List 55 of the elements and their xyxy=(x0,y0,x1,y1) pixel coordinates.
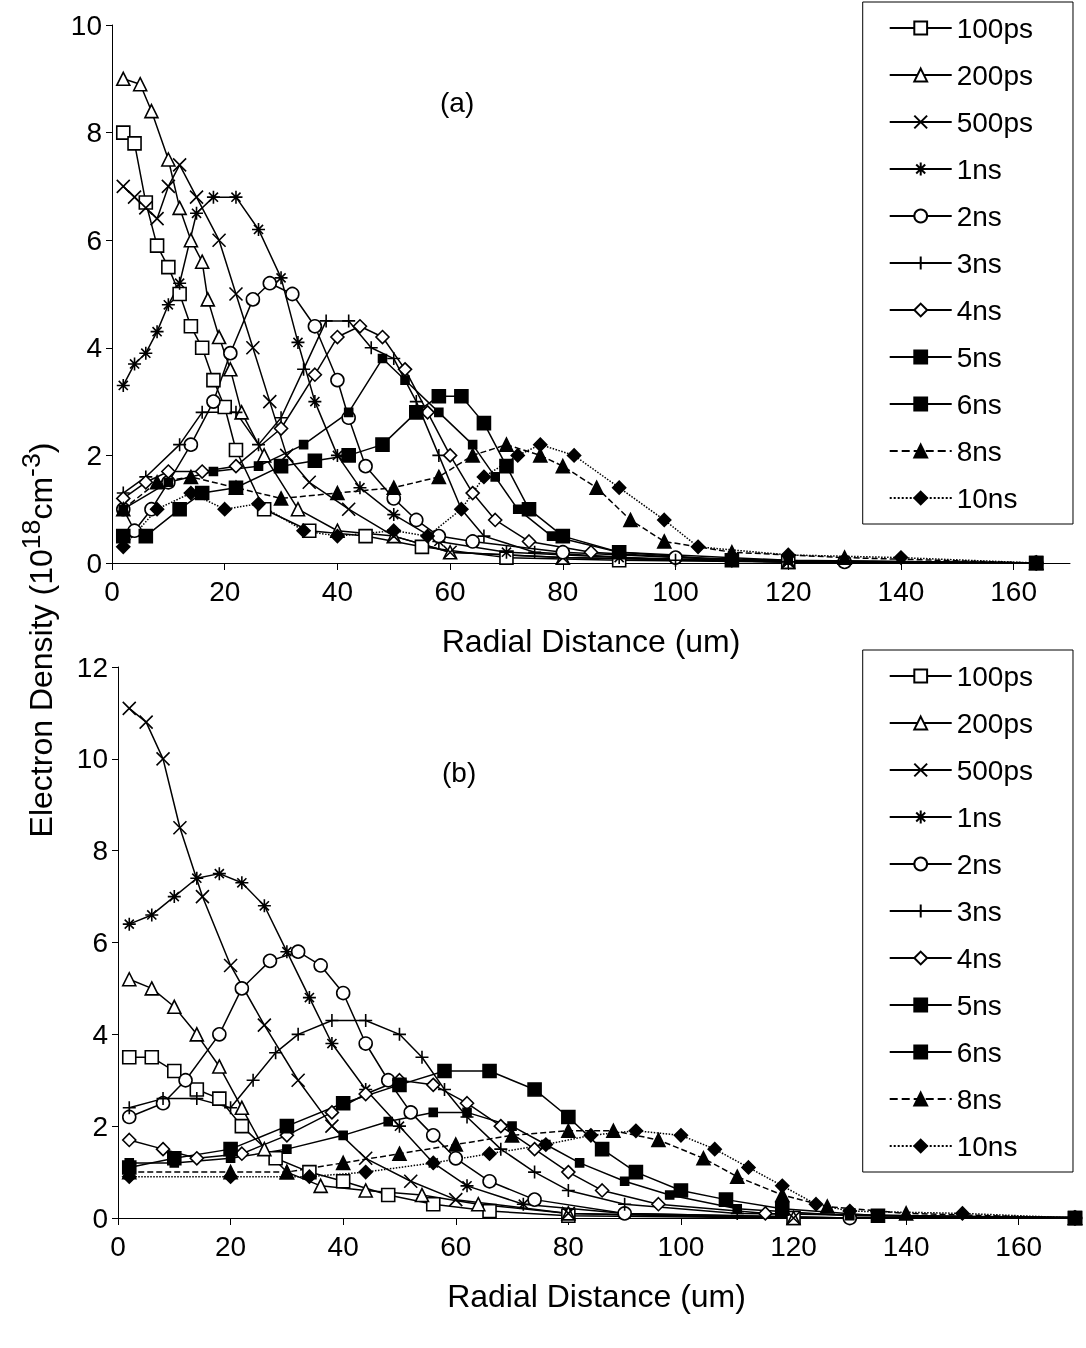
legend-label: 8ns xyxy=(956,1083,1002,1115)
x-tick-label: 40 xyxy=(327,1230,359,1262)
legend-label: 4ns xyxy=(956,294,1002,326)
legend-label: 5ns xyxy=(956,341,1002,373)
legend-label: 1ns xyxy=(956,153,1002,185)
x-tick-label: 60 xyxy=(434,575,466,607)
x-axis-title: Radial Distance (um) xyxy=(447,1278,746,1314)
legend-label: 10ns xyxy=(956,482,1018,514)
legend-label: 2ns xyxy=(956,848,1002,880)
x-tick-label: 60 xyxy=(440,1230,472,1262)
legend-label: 200ps xyxy=(956,707,1034,739)
legend-label: 100ps xyxy=(956,12,1034,44)
x-tick-label: 20 xyxy=(215,1230,247,1262)
y-tick-label: 8 xyxy=(86,117,102,149)
legend-label: 500ps xyxy=(956,754,1034,786)
legend-label: 100ps xyxy=(956,660,1034,692)
x-tick-label: 160 xyxy=(995,1230,1043,1262)
x-tick-label: 40 xyxy=(321,575,353,607)
x-tick-label: 100 xyxy=(657,1230,705,1262)
legend-label: 8ns xyxy=(956,435,1002,467)
annotation: (b) xyxy=(442,756,477,788)
y-tick-label: 6 xyxy=(92,927,108,958)
y-tick-label: 0 xyxy=(92,1202,108,1234)
y-tick-label: 12 xyxy=(76,651,108,683)
x-tick-label: 20 xyxy=(209,575,241,607)
y-tick-label: 6 xyxy=(86,224,102,256)
x-tick-label: 80 xyxy=(547,575,579,607)
legend-label: 5ns xyxy=(956,989,1002,1021)
x-tick-label: 120 xyxy=(770,1230,817,1262)
y-tick-label: 0 xyxy=(86,547,102,579)
legend-label: 3ns xyxy=(956,247,1002,279)
y-tick-label: 8 xyxy=(92,835,108,867)
y-tick-label: 10 xyxy=(70,9,102,41)
x-tick-label: 140 xyxy=(882,1230,930,1262)
y-tick-label: 4 xyxy=(92,1018,108,1050)
y-tick-label: 2 xyxy=(92,1110,108,1142)
legend-label: 2ns xyxy=(956,200,1002,232)
x-tick-label: 160 xyxy=(990,575,1038,607)
legend-label: 6ns xyxy=(956,388,1002,420)
x-tick-label: 140 xyxy=(877,575,925,607)
x-tick-label: 120 xyxy=(764,575,812,607)
y-tick-label: 2 xyxy=(86,439,102,471)
legend-label: 500ps xyxy=(956,106,1034,138)
y-tick-label: 10 xyxy=(76,743,108,775)
x-tick-label: 80 xyxy=(552,1230,584,1262)
legend-label: 200ps xyxy=(956,59,1034,91)
annotation: (a) xyxy=(440,86,475,118)
legend-label: 4ns xyxy=(956,942,1002,974)
legend-label: 6ns xyxy=(956,1036,1002,1068)
legend-label: 3ns xyxy=(956,895,1002,927)
x-axis-title: Radial Distance (um) xyxy=(441,623,741,659)
x-tick-label: 100 xyxy=(652,575,699,607)
legend-label: 1ns xyxy=(956,801,1002,833)
y-tick-label: 4 xyxy=(86,332,102,364)
legend-label: 10ns xyxy=(956,1130,1018,1162)
